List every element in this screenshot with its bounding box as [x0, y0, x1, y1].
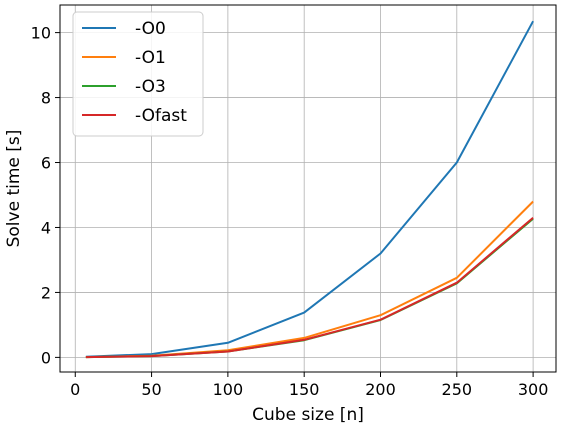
- legend-label: -O0: [135, 19, 166, 39]
- y-axis-label: Solve time [s]: [4, 130, 24, 248]
- y-tick-label: 6: [41, 154, 51, 173]
- y-tick-label: 8: [41, 89, 51, 108]
- grid-lines: [60, 5, 556, 372]
- x-tick-label: 0: [70, 380, 80, 399]
- x-tick-label: 300: [518, 380, 549, 399]
- y-tick-label: 10: [31, 24, 51, 43]
- series-line-o0: [85, 20, 534, 358]
- series-lines: [85, 20, 534, 359]
- legend-label: -O1: [135, 48, 166, 68]
- y-tick-label: 0: [41, 348, 51, 367]
- legend-label: -O3: [135, 77, 166, 97]
- y-tick-label: 2: [41, 283, 51, 302]
- legend-box: [72, 11, 204, 137]
- y-tick-label: 4: [41, 218, 51, 237]
- x-tick-label: 250: [442, 380, 473, 399]
- plot-frame: [59, 4, 557, 373]
- axis-ticks: 0 50 100 150 200 250 300 0 2 4 6 8 10: [31, 24, 549, 399]
- x-tick-label: 50: [141, 380, 161, 399]
- series-line-ofast: [85, 216, 534, 359]
- x-tick-label: 100: [213, 380, 244, 399]
- x-tick-label: 200: [365, 380, 396, 399]
- legend-label: -Ofast: [135, 106, 187, 126]
- legend: -O0 -O1 -O3 -Ofast: [72, 11, 204, 137]
- x-tick-label: 150: [289, 380, 320, 399]
- x-axis-label: Cube size [n]: [252, 405, 364, 425]
